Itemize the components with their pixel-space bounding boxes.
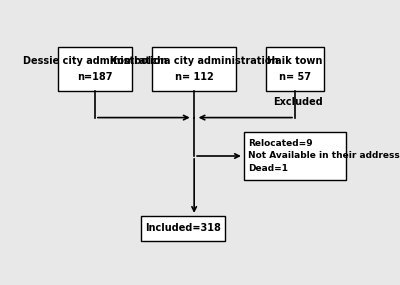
Text: Dessie city administration: Dessie city administration — [23, 56, 167, 66]
FancyBboxPatch shape — [152, 47, 236, 91]
Text: Dead=1: Dead=1 — [248, 164, 288, 172]
Text: n= 112: n= 112 — [175, 72, 214, 82]
Text: Included=318: Included=318 — [145, 223, 221, 233]
Text: Not Available in their address=28: Not Available in their address=28 — [248, 152, 400, 160]
Text: n= 57: n= 57 — [279, 72, 311, 82]
Text: Excluded: Excluded — [273, 97, 323, 107]
FancyBboxPatch shape — [266, 47, 324, 91]
FancyBboxPatch shape — [58, 47, 132, 91]
Text: n=187: n=187 — [77, 72, 113, 82]
Text: Haik town: Haik town — [267, 56, 322, 66]
Text: Relocated=9: Relocated=9 — [248, 139, 312, 148]
FancyBboxPatch shape — [244, 132, 346, 180]
Text: Kombolcha city administration: Kombolcha city administration — [110, 56, 278, 66]
FancyBboxPatch shape — [142, 216, 225, 241]
